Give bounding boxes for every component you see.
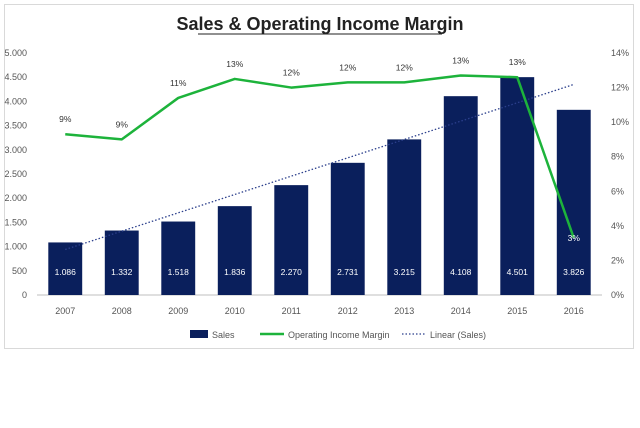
x-tick-label: 2010 <box>225 306 245 316</box>
sales-bar <box>161 221 196 295</box>
y-left-tick-label: 5.000 <box>4 48 27 58</box>
x-tick-label: 2013 <box>394 306 414 316</box>
y-left-tick-label: 2.500 <box>4 169 27 179</box>
sales-bar-label: 3.826 <box>563 267 585 277</box>
y-right-tick-label: 2% <box>611 255 624 265</box>
y-right-tick-label: 12% <box>611 83 629 93</box>
sales-bar-label: 1.518 <box>168 267 190 277</box>
y-right-tick-label: 0% <box>611 290 624 300</box>
sales-bar <box>274 185 309 295</box>
legend-label-trendline: Linear (Sales) <box>430 330 486 340</box>
chart-title: Sales & Operating Income Margin <box>176 14 463 34</box>
legend-swatch-sales <box>190 330 208 338</box>
y-left-tick-label: 1.000 <box>4 242 27 252</box>
y-left-tick-label: 3.000 <box>4 145 27 155</box>
x-tick-label: 2016 <box>564 306 584 316</box>
sales-bar <box>217 206 252 295</box>
operating-margin-label: 13% <box>226 59 243 69</box>
operating-margin-label: 9% <box>116 119 129 129</box>
operating-margin-line <box>65 74 575 239</box>
sales-trendline <box>65 83 574 251</box>
sales-bar-label: 3.215 <box>394 267 416 277</box>
y-right-tick-label: 10% <box>611 117 629 127</box>
x-tick-label: 2007 <box>55 306 75 316</box>
sales-bar-label: 4.108 <box>450 267 472 277</box>
sales-bar <box>387 139 422 295</box>
operating-margin-label: 12% <box>339 62 356 72</box>
operating-margin-label: 9% <box>59 114 72 124</box>
x-tick-label: 2009 <box>168 306 188 316</box>
chart: Sales & Operating Income Margin 0 500 1.000… <box>4 14 629 340</box>
operating-margin-label: 12% <box>283 68 300 78</box>
sales-bar <box>104 230 139 295</box>
y-left-tick-label: 1.500 <box>4 217 27 227</box>
x-tick-label: 2012 <box>338 306 358 316</box>
y-left-tick-label: 3.500 <box>4 121 27 131</box>
operating-margin-label: 13% <box>452 55 469 65</box>
sales-bar <box>500 77 535 295</box>
operating-margin-label: 3% <box>568 233 581 243</box>
y-left-tick-label: 4.000 <box>4 96 27 106</box>
y-right-tick-label: 14% <box>611 48 629 58</box>
operating-margin-label: 13% <box>509 57 526 67</box>
sales-bar <box>443 96 478 296</box>
chart-frame <box>4 4 634 349</box>
y-right-tick-label: 8% <box>611 152 624 162</box>
y-left-tick-label: 2.000 <box>4 193 27 203</box>
operating-margin-label: 11% <box>170 78 187 88</box>
sales-bar-label: 2.731 <box>337 267 359 277</box>
sales-bar-label: 1.086 <box>55 267 77 277</box>
x-tick-label: 2014 <box>451 306 471 316</box>
sales-bar-label: 1.836 <box>224 267 246 277</box>
sales-bar-label: 1.332 <box>111 267 133 277</box>
y-left-tick-label: 500 <box>12 266 27 276</box>
operating-margin-label: 12% <box>396 62 413 72</box>
legend-label-margin: Operating Income Margin <box>288 330 390 340</box>
y-right-tick-label: 4% <box>611 221 624 231</box>
sales-bar-label: 4.501 <box>507 267 529 277</box>
y-right-tick-label: 6% <box>611 186 624 196</box>
legend-label-sales: Sales <box>212 330 235 340</box>
x-tick-label: 2011 <box>282 306 301 316</box>
sales-bar <box>330 162 365 295</box>
y-left-tick-label: 0 <box>22 290 27 300</box>
sales-bar <box>48 242 83 295</box>
x-tick-label: 2015 <box>507 306 527 316</box>
y-left-tick-label: 4.500 <box>4 72 27 82</box>
sales-bar-label: 2.270 <box>281 267 303 277</box>
x-tick-label: 2008 <box>112 306 132 316</box>
